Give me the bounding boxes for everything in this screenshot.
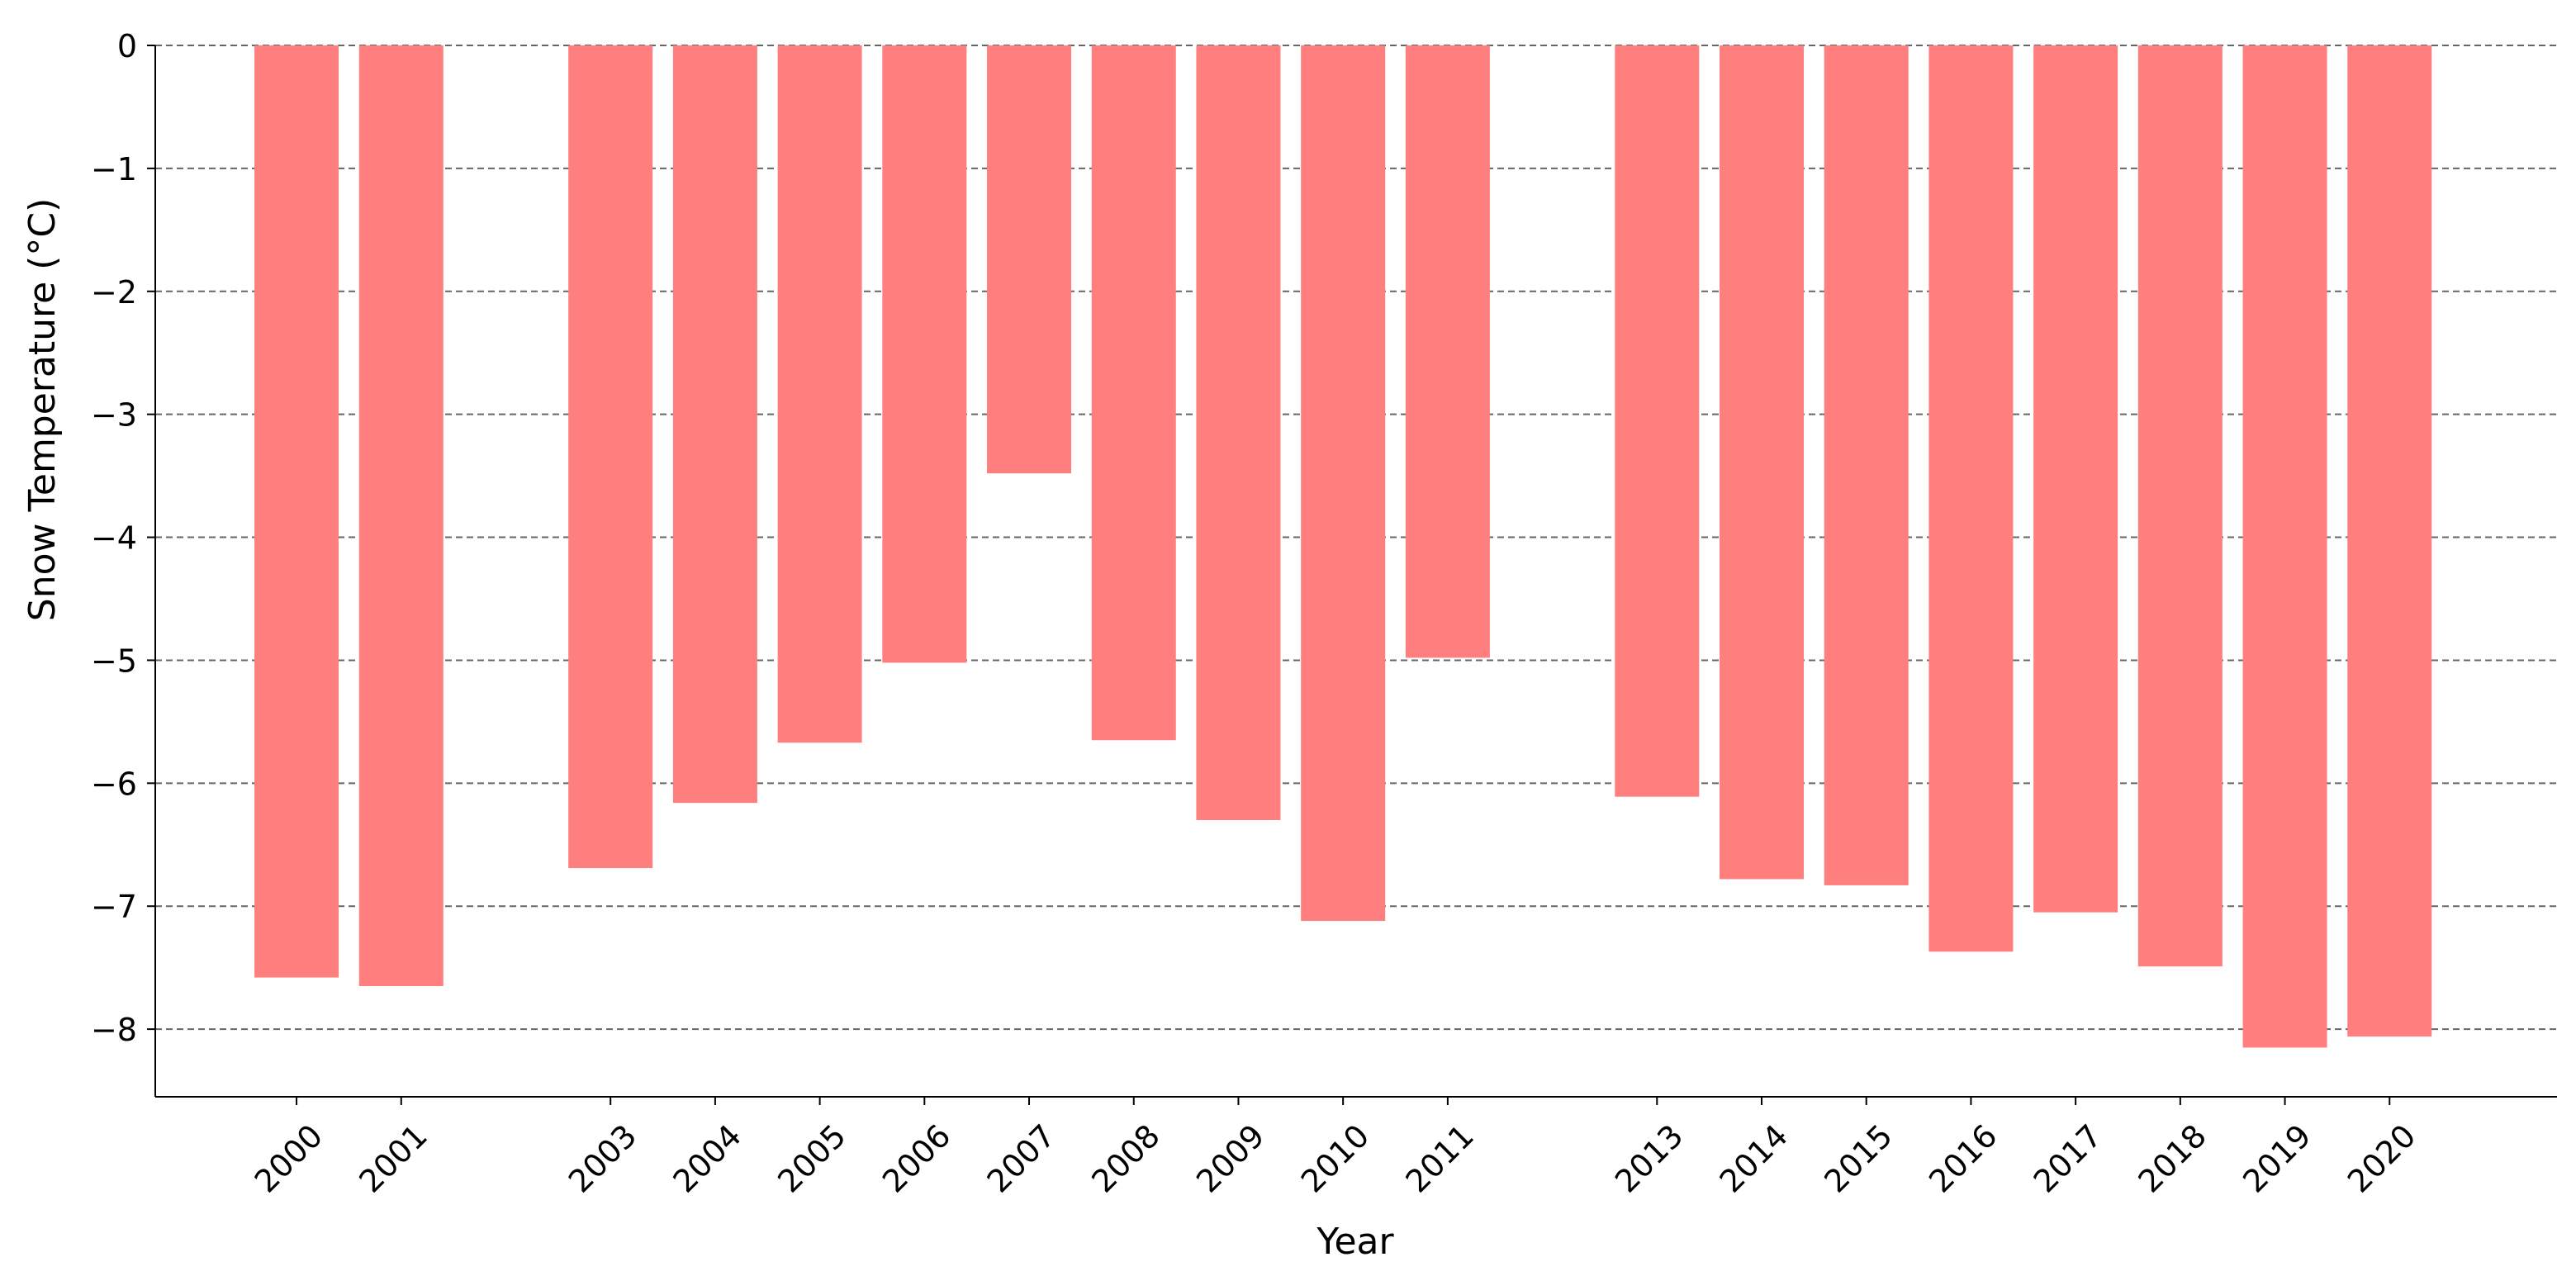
bar-2013 <box>1615 45 1700 797</box>
y-tick-label: −5 <box>91 643 137 679</box>
bar-2006 <box>882 45 967 663</box>
x-tick-label: 2013 <box>1608 1117 1691 1200</box>
x-tick-label: 2010 <box>1294 1117 1377 1200</box>
bar-2014 <box>1720 45 1805 880</box>
x-tick-label: 2014 <box>1713 1117 1796 1200</box>
x-tick-label: 2011 <box>1399 1117 1482 1200</box>
y-tick-label: −6 <box>91 766 137 802</box>
bar-2009 <box>1196 45 1281 820</box>
y-tick-label: −4 <box>91 520 137 557</box>
y-tick-label: −1 <box>91 151 137 187</box>
bar-2017 <box>2033 45 2118 913</box>
x-tick-label: 2017 <box>2027 1117 2109 1200</box>
x-tick-label: 2004 <box>667 1117 749 1200</box>
bar-2004 <box>672 45 757 804</box>
bar-2007 <box>987 45 1072 474</box>
bar-2020 <box>2347 45 2432 1037</box>
bar-2019 <box>2242 45 2327 1048</box>
bar-2011 <box>1405 45 1490 658</box>
bar-2015 <box>1824 45 1909 885</box>
y-tick-label: −3 <box>91 397 137 434</box>
x-tick-label: 2001 <box>352 1117 434 1200</box>
y-tick-label: −7 <box>91 889 137 925</box>
x-tick-label: 2009 <box>1189 1117 1272 1200</box>
x-tick-label: 2008 <box>1084 1117 1167 1200</box>
x-tick-label: 2000 <box>248 1117 330 1200</box>
y-tick-label: −2 <box>91 274 137 311</box>
x-tick-label: 2015 <box>1817 1117 1900 1200</box>
y-tick-label: 0 <box>117 28 137 64</box>
bar-2005 <box>777 45 862 743</box>
x-tick-label: 2016 <box>1922 1117 2004 1200</box>
bar-2018 <box>2137 45 2223 967</box>
bar-2016 <box>1928 45 2014 952</box>
bar-2010 <box>1301 45 1386 922</box>
x-tick-label: 2003 <box>562 1117 644 1200</box>
y-tick-label: −8 <box>91 1012 137 1048</box>
axes <box>147 45 2557 1105</box>
x-tick-label: 2007 <box>980 1117 1063 1200</box>
x-tick-label: 2018 <box>2132 1117 2214 1200</box>
bars <box>254 45 2432 1048</box>
y-axis-label: Snow Temperature (°C) <box>21 198 64 621</box>
x-axis-label: Year <box>1316 1221 1394 1263</box>
x-tick-label: 2006 <box>875 1117 958 1200</box>
bar-2003 <box>568 45 653 869</box>
bar-2008 <box>1091 45 1176 741</box>
x-tick-label: 2005 <box>771 1117 853 1200</box>
x-tick-label: 2020 <box>2341 1117 2423 1200</box>
x-tick-label: 2019 <box>2236 1117 2318 1200</box>
bar-2001 <box>358 45 444 986</box>
bar-2000 <box>254 45 339 978</box>
